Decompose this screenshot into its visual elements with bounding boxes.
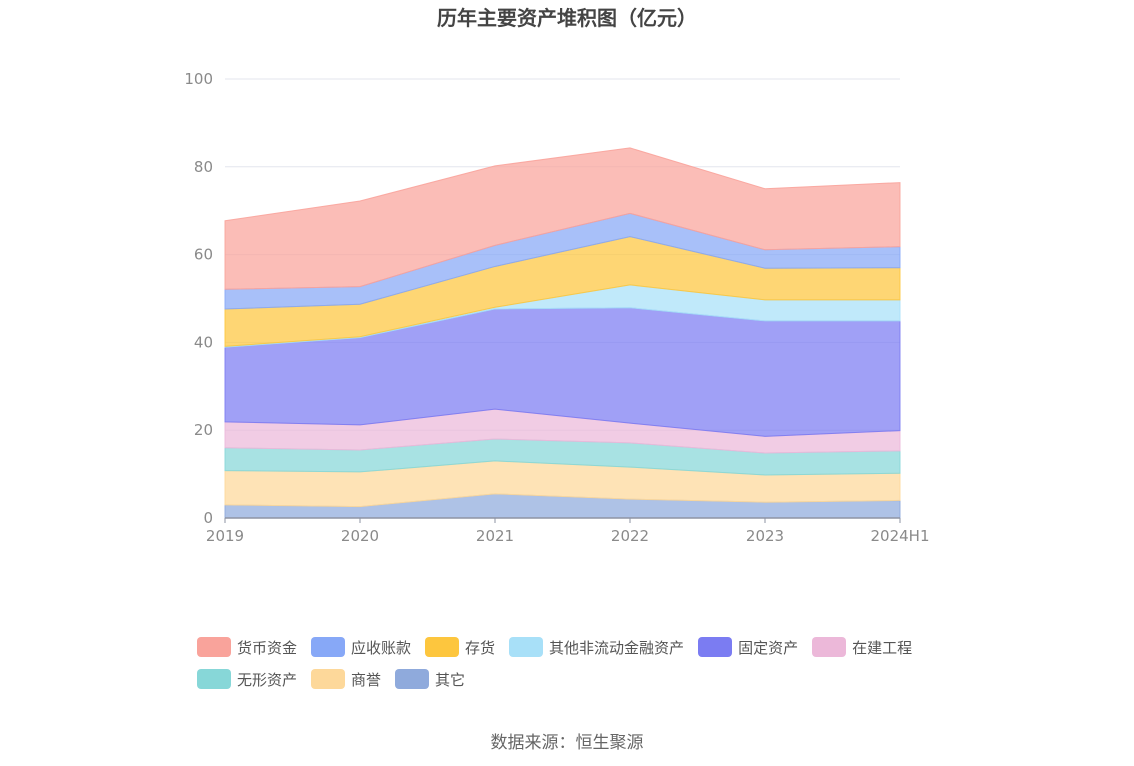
x-tick-label: 2019 bbox=[206, 527, 244, 545]
legend-item[interactable]: 在建工程 bbox=[812, 637, 912, 658]
legend-label: 在建工程 bbox=[852, 638, 913, 657]
legend-item[interactable]: 存货 bbox=[425, 637, 495, 658]
legend-swatch bbox=[311, 637, 346, 657]
legend-swatch bbox=[425, 637, 460, 657]
legend-swatch bbox=[698, 637, 733, 657]
y-tick-label: 20 bbox=[194, 421, 213, 439]
legend-row-1: 货币资金 应收账款 存货 其他非流动金融资产 固定资产 在建工程 bbox=[197, 631, 957, 663]
y-tick-label: 0 bbox=[203, 509, 213, 527]
legend-item[interactable]: 其它 bbox=[395, 669, 465, 690]
legend-item[interactable]: 无形资产 bbox=[197, 669, 297, 690]
legend-swatch bbox=[509, 637, 544, 657]
x-tick-label: 2020 bbox=[341, 527, 379, 545]
legend-label: 固定资产 bbox=[738, 638, 799, 657]
axes: 0 20 40 60 80 100 2019 2020 2021 2022 2023 2024H1 bbox=[184, 70, 929, 545]
y-tick-label: 60 bbox=[194, 246, 213, 264]
legend-item[interactable]: 其他非流动金融资产 bbox=[509, 637, 684, 658]
legend-item[interactable]: 固定资产 bbox=[698, 637, 798, 658]
legend-label: 无形资产 bbox=[237, 670, 298, 689]
x-tick-label: 2021 bbox=[476, 527, 514, 545]
area-series bbox=[224, 147, 901, 519]
chart-title: 历年主要资产堆积图（亿元） bbox=[437, 6, 697, 30]
legend-swatch bbox=[395, 669, 430, 689]
legend-item[interactable]: 货币资金 bbox=[197, 637, 297, 658]
legend-label: 商誉 bbox=[351, 670, 382, 689]
x-tick-label: 2022 bbox=[611, 527, 649, 545]
legend-label: 应收账款 bbox=[351, 638, 412, 657]
legend-swatch bbox=[197, 669, 231, 689]
legend-swatch bbox=[197, 637, 231, 657]
data-source: 数据来源：恒生聚源 bbox=[490, 733, 644, 753]
area-series-8 bbox=[224, 147, 901, 290]
legend-label: 其他非流动金融资产 bbox=[549, 638, 685, 657]
y-tick-label: 100 bbox=[184, 70, 213, 88]
x-tick-label: 2023 bbox=[746, 527, 784, 545]
x-tick-label: 2024H1 bbox=[871, 527, 930, 545]
legend-swatch bbox=[311, 669, 346, 689]
y-tick-label: 80 bbox=[194, 158, 213, 176]
stacked-area-chart: 0 20 40 60 80 100 2019 2020 2021 2022 2023 2024H1 bbox=[184, 70, 929, 545]
legend-label: 存货 bbox=[465, 638, 496, 657]
legend-label: 货币资金 bbox=[237, 638, 298, 657]
legend-item[interactable]: 应收账款 bbox=[311, 637, 411, 658]
legend-row-2: 无形资产 商誉 其它 bbox=[197, 663, 957, 695]
legend-label: 其它 bbox=[435, 670, 466, 689]
legend-item[interactable]: 商誉 bbox=[311, 669, 381, 690]
legend: 货币资金 应收账款 存货 其他非流动金融资产 固定资产 在建工程 无形资产 商誉 其它 bbox=[197, 631, 957, 695]
y-tick-label: 40 bbox=[194, 333, 213, 351]
legend-swatch bbox=[812, 637, 847, 657]
